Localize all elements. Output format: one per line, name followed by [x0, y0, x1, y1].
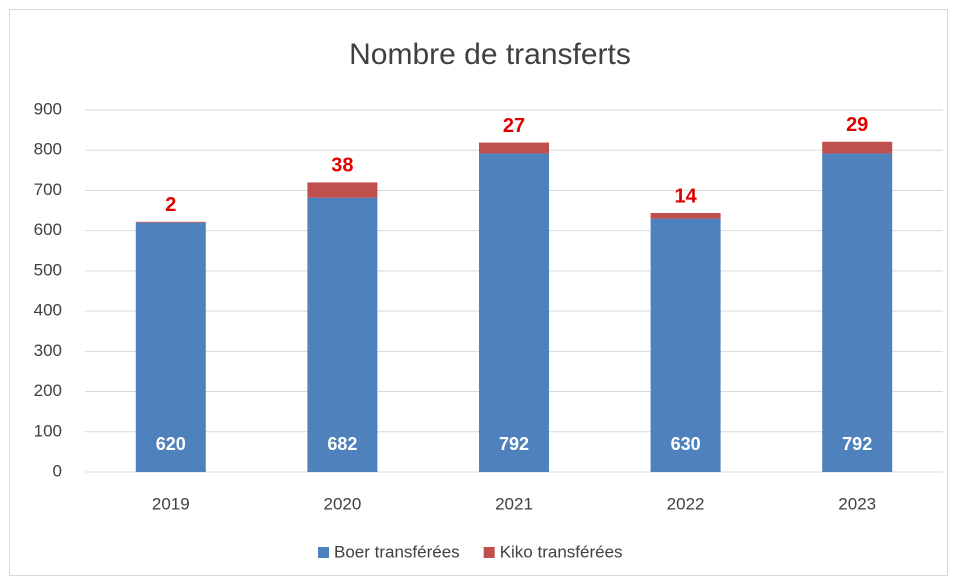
- legend-swatch: [483, 547, 495, 558]
- bar-segment: [479, 142, 549, 154]
- data-label: 29: [846, 114, 868, 136]
- y-tick-label: 100: [34, 421, 62, 440]
- bar-segment: [307, 182, 378, 198]
- data-label: 630: [671, 434, 701, 454]
- data-label: 38: [331, 155, 353, 177]
- bar-segment: [135, 222, 206, 472]
- x-tick-label: 2021: [495, 494, 533, 513]
- legend-swatch: [318, 547, 329, 558]
- data-label: 14: [674, 185, 697, 207]
- x-tick-label: 2023: [838, 494, 876, 513]
- data-label: 2: [165, 194, 176, 216]
- data-label: 620: [156, 434, 186, 454]
- data-label: 27: [503, 115, 525, 137]
- bar-segment: [650, 218, 721, 472]
- bar-segment: [135, 221, 206, 223]
- bar-segment: [822, 153, 893, 472]
- y-tick-label: 0: [53, 461, 62, 480]
- data-label: 792: [499, 434, 529, 454]
- x-tick-label: 2022: [667, 494, 705, 513]
- y-tick-label: 700: [34, 180, 62, 199]
- y-tick-label: 800: [34, 140, 62, 159]
- data-label: 682: [327, 434, 357, 454]
- bar-segment: [650, 212, 721, 219]
- y-tick-label: 300: [34, 341, 62, 360]
- bar-segment: [307, 197, 378, 472]
- legend-label: Kiko transférées: [500, 542, 623, 561]
- x-tick-label: 2019: [152, 494, 190, 513]
- y-tick-label: 600: [34, 220, 62, 239]
- data-label: 792: [842, 434, 872, 454]
- y-tick-label: 200: [34, 381, 62, 400]
- bar-segment: [479, 153, 549, 472]
- y-tick-label: 400: [34, 301, 62, 320]
- y-tick-label: 500: [34, 260, 62, 279]
- bar-segment: [822, 141, 893, 154]
- chart-title: Nombre de transferts: [349, 38, 631, 71]
- legend-label: Boer transférées: [334, 542, 460, 561]
- x-tick-label: 2020: [323, 494, 361, 513]
- y-tick-label: 900: [34, 99, 62, 118]
